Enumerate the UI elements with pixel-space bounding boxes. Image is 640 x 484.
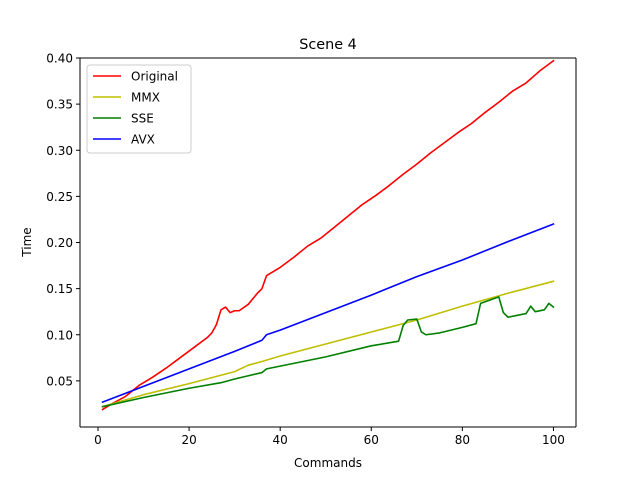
y-tick-label: 0.30	[46, 144, 73, 158]
legend: Original MMX SSE AVX	[86, 64, 192, 154]
legend-label-avx: AVX	[131, 133, 155, 147]
axes-frame	[79, 57, 577, 428]
legend-label-original: Original	[131, 70, 178, 84]
y-tick-label: 0.10	[46, 328, 73, 342]
x-tick-label: 20	[181, 433, 196, 447]
legend-label-sse: SSE	[131, 112, 154, 126]
x-tick-label: 80	[455, 433, 470, 447]
legend-box	[86, 64, 192, 154]
series-layer	[101, 59, 555, 411]
y-tick-label: 0.35	[46, 98, 73, 112]
x-tick-group: 0 20 40 60 80 100	[94, 427, 565, 447]
series-line-sse	[101, 296, 555, 408]
series-line-avx	[101, 223, 555, 404]
legend-label-mmx: MMX	[131, 91, 160, 105]
y-tick-group: 0.05 0.10 0.15 0.20 0.25 0.30 0.35 0.40	[46, 52, 80, 388]
series-line-mmx	[101, 280, 555, 408]
x-tick-label: 0	[94, 433, 102, 447]
x-tick-label: 60	[364, 433, 379, 447]
series-line-original	[101, 59, 555, 411]
y-axis-label: Time	[20, 227, 34, 257]
x-axis-label: Commands	[294, 456, 362, 470]
chart-title: Scene 4	[299, 37, 357, 53]
y-tick-label: 0.40	[46, 52, 73, 66]
x-tick-label: 100	[542, 433, 565, 447]
y-tick-label: 0.05	[46, 374, 73, 388]
y-tick-label: 0.20	[46, 236, 73, 250]
x-tick-label: 40	[273, 433, 288, 447]
y-tick-label: 0.25	[46, 190, 73, 204]
y-tick-label: 0.15	[46, 282, 73, 296]
legend-entries: Original MMX SSE AVX	[93, 70, 178, 147]
